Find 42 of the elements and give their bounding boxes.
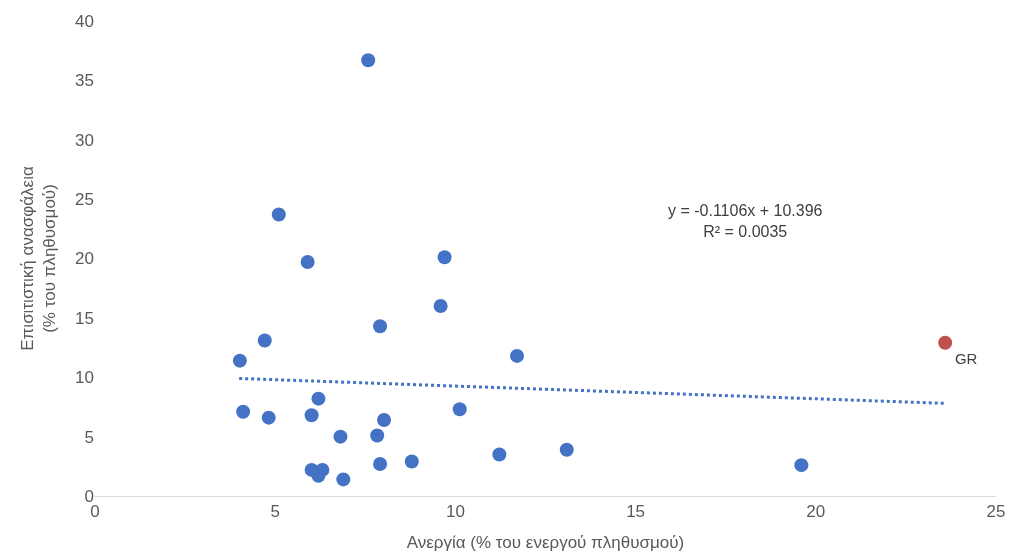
- point: [311, 391, 326, 406]
- y-tick-label: 5: [84, 427, 94, 447]
- point: [404, 454, 419, 469]
- x-axis-title: Ανεργία (% του ενεργού πληθυσμού): [406, 532, 685, 552]
- x-tick-label: 10: [445, 502, 465, 522]
- point: [333, 429, 348, 444]
- point: [236, 404, 251, 419]
- y-tick-label: 0: [84, 486, 94, 506]
- point: [452, 402, 467, 417]
- x-tick-label: 20: [806, 502, 826, 522]
- point: [938, 335, 953, 350]
- point: [433, 299, 448, 313]
- x-tick-label: 25: [986, 502, 1006, 522]
- point: [510, 348, 525, 363]
- point: [794, 458, 809, 473]
- point: [232, 353, 247, 368]
- point: [373, 319, 388, 334]
- y-tick-label: 35: [75, 71, 94, 91]
- point: [257, 333, 272, 348]
- y-tick-label: 20: [75, 249, 94, 269]
- x-tick-label: 15: [626, 502, 646, 522]
- x-tick-label: 5: [270, 502, 280, 522]
- y-tick-label: 25: [75, 190, 94, 210]
- point: [336, 472, 351, 487]
- point: [304, 408, 319, 423]
- point: [271, 207, 286, 222]
- y-tick-label: 15: [75, 308, 94, 328]
- y-tick-label: 40: [75, 11, 94, 31]
- y-tick-label: 10: [75, 368, 94, 388]
- point: [370, 428, 385, 443]
- point: [373, 456, 388, 471]
- point: [361, 53, 376, 68]
- point: [492, 447, 507, 462]
- y-axis-title: Επισιτιστική ανασφάλεια (% του πληθυσμού): [17, 166, 59, 351]
- y-tick-label: 30: [75, 130, 94, 150]
- point: [261, 410, 276, 425]
- point: [559, 442, 574, 457]
- point: [437, 250, 452, 265]
- point: [377, 413, 392, 427]
- series-label: GR: [954, 349, 978, 367]
- point: [300, 255, 315, 270]
- annotation: y = -0.1106x + 10.396 R² = 0.0035: [668, 202, 823, 240]
